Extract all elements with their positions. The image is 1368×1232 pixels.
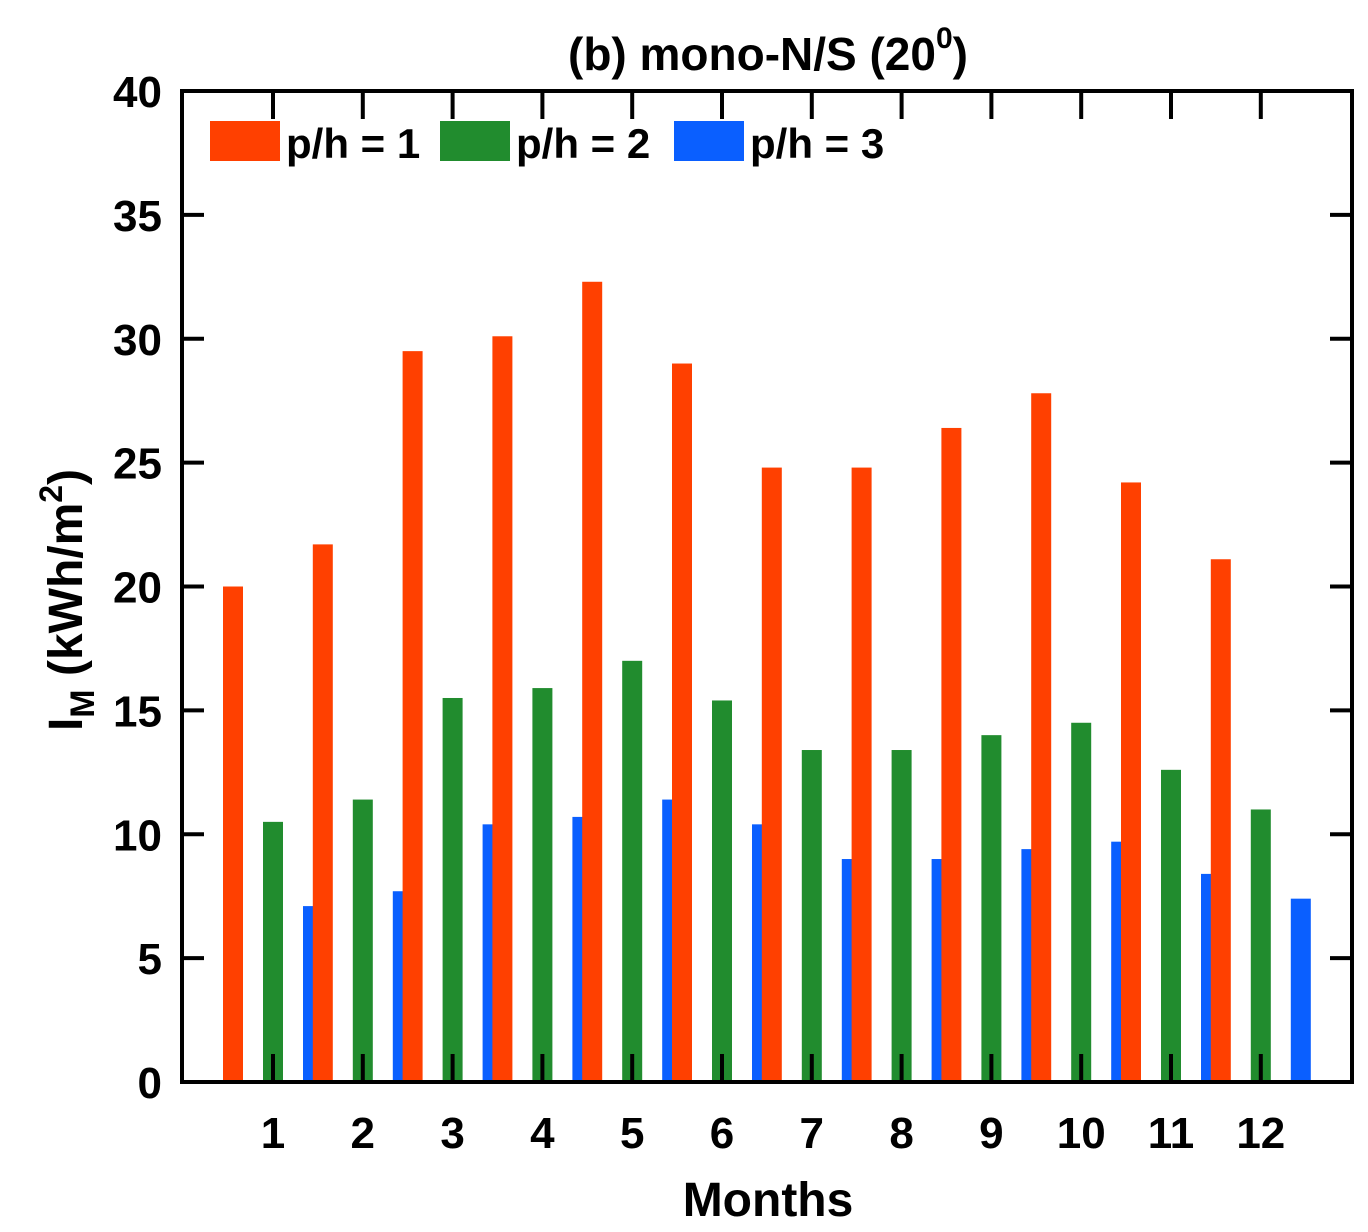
bar-month-9-series-1 <box>941 427 962 1082</box>
y-tick-label: 10 <box>113 811 162 860</box>
x-tick-label: 7 <box>800 1109 824 1158</box>
bar-month-5-series-2 <box>622 660 643 1082</box>
legend-swatch-2 <box>440 121 510 161</box>
bar-month-2-series-2 <box>352 799 373 1082</box>
bar-month-6-series-2 <box>712 700 732 1082</box>
bar-month-8-series-1 <box>851 467 872 1083</box>
x-axis-title: Months <box>683 1174 854 1227</box>
bar-month-4-series-1 <box>492 336 513 1083</box>
y-tick-label: 35 <box>113 192 162 241</box>
y-tick-label: 30 <box>113 316 162 365</box>
y-tick-label: 5 <box>138 935 162 984</box>
chart-title-superscript: 0 <box>936 22 953 55</box>
x-tick-label: 9 <box>979 1109 1003 1158</box>
x-tick-label: 12 <box>1236 1109 1285 1158</box>
legend-label-3: p/h = 3 <box>750 120 884 167</box>
bar-month-10-series-2 <box>1071 722 1092 1082</box>
y-axis-title-close: ) <box>40 469 93 485</box>
bar-month-8-series-2 <box>891 750 912 1082</box>
x-tick-label: 6 <box>710 1109 734 1158</box>
bar-month-4-series-2 <box>532 688 553 1082</box>
y-axis-title-subscript: M <box>64 689 102 717</box>
chart-title-close: ) <box>953 28 968 80</box>
y-axis-title-unit: (kWh/m <box>40 503 93 690</box>
legend-swatch-3 <box>674 121 744 161</box>
x-tick-label: 1 <box>261 1109 285 1158</box>
legend-label-2: p/h = 2 <box>516 120 650 167</box>
y-tick-label: 0 <box>138 1059 162 1108</box>
bar-month-12-series-2 <box>1250 809 1271 1082</box>
legend-label-1: p/h = 1 <box>286 120 420 167</box>
bar-month-1-series-2 <box>263 821 283 1082</box>
x-tick-label: 4 <box>530 1109 555 1158</box>
x-tick-label: 8 <box>889 1109 913 1158</box>
bar-month-7-series-2 <box>801 750 822 1082</box>
y-axis-title: IM (kWh/m2) <box>33 469 102 731</box>
legend: p/h = 1 p/h = 2 p/h = 3 <box>210 120 884 167</box>
bar-month-1-series-1 <box>223 586 243 1082</box>
bar-month-11-series-2 <box>1161 769 1181 1082</box>
chart-title-main: (b) mono-N/S (20 <box>568 28 936 80</box>
y-tick-label: 25 <box>113 440 162 489</box>
bar-month-6-series-1 <box>672 363 692 1082</box>
bar-month-3-series-1 <box>402 351 423 1082</box>
bar-month-12-series-1 <box>1210 559 1231 1082</box>
bar-month-10-series-1 <box>1031 393 1052 1082</box>
y-tick-label: 40 <box>113 68 162 117</box>
y-axis-title-main: I <box>40 718 93 731</box>
legend-swatch-1 <box>210 121 280 161</box>
x-tick-label: 5 <box>620 1109 644 1158</box>
chart-title: (b) mono-N/S (200) <box>568 22 968 80</box>
y-tick-label: 20 <box>113 564 162 613</box>
bar-month-5-series-1 <box>582 281 603 1083</box>
y-axis-title-superscript: 2 <box>33 485 69 503</box>
plot-frame <box>180 89 1354 1084</box>
bar-month-11-series-1 <box>1121 482 1141 1082</box>
x-tick-label: 3 <box>440 1109 464 1158</box>
bars-group <box>223 281 1311 1083</box>
x-tick-label: 2 <box>351 1109 375 1158</box>
bar-month-12-series-3 <box>1290 898 1311 1082</box>
y-tick-label: 15 <box>113 687 162 736</box>
x-tick-label: 10 <box>1057 1109 1106 1158</box>
x-tick-label: 11 <box>1148 1109 1195 1158</box>
bar-month-3-series-2 <box>442 697 463 1082</box>
bar-month-7-series-1 <box>761 467 782 1083</box>
bar-month-9-series-2 <box>981 735 1002 1082</box>
bar-month-2-series-1 <box>312 544 333 1082</box>
